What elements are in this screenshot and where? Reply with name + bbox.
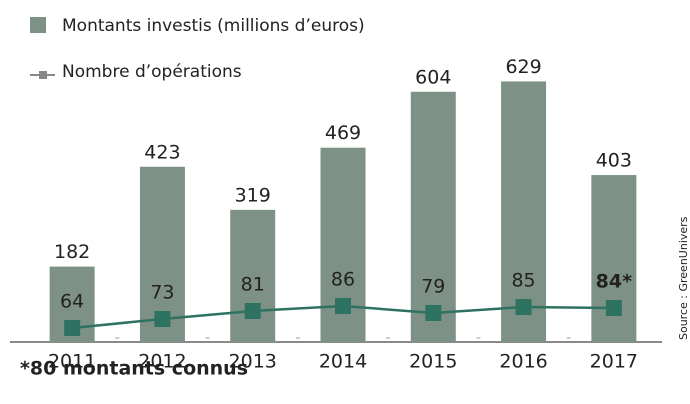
line-value-label: 86 bbox=[331, 269, 355, 291]
bar-value-label: 604 bbox=[415, 66, 451, 88]
line-marker bbox=[335, 298, 351, 314]
bar-value-label: 629 bbox=[505, 56, 541, 78]
legend-swatch-bar bbox=[30, 17, 46, 33]
line-marker bbox=[244, 303, 261, 319]
x-tick-label: 2011 bbox=[48, 351, 96, 373]
x-tick-label: 2013 bbox=[229, 351, 277, 373]
bar-value-label: 182 bbox=[54, 241, 90, 263]
line-value-label: 64 bbox=[60, 291, 84, 313]
line-marker bbox=[425, 305, 442, 321]
x-tick-label: 2012 bbox=[138, 351, 186, 373]
bar-value-label: 319 bbox=[235, 184, 271, 206]
line-value-label: 85 bbox=[511, 270, 535, 292]
bar-value-label: 403 bbox=[596, 150, 632, 172]
bar bbox=[230, 209, 276, 342]
line-value-label: 79 bbox=[421, 276, 445, 298]
line-marker bbox=[154, 311, 171, 327]
bar-value-label: 423 bbox=[144, 141, 180, 163]
x-tick-label: 2016 bbox=[499, 351, 547, 373]
line-value-label: 73 bbox=[150, 282, 174, 304]
legend-swatch-marker bbox=[39, 71, 47, 79]
bar bbox=[410, 91, 456, 343]
source: Source : GreenUnivers bbox=[677, 216, 690, 340]
legend-label: Montants investis (millions d’euros) bbox=[62, 16, 365, 36]
line-marker bbox=[64, 320, 81, 336]
bar bbox=[501, 81, 547, 343]
footnote: *80 montants connus bbox=[20, 358, 248, 380]
legend-label: Nombre d’opérations bbox=[62, 62, 242, 82]
bar bbox=[591, 175, 637, 342]
x-tick-label: 2014 bbox=[319, 351, 367, 373]
line-marker bbox=[515, 299, 532, 315]
x-tick-label: 2015 bbox=[409, 351, 457, 373]
line-marker bbox=[605, 300, 622, 316]
x-tick-label: 2017 bbox=[590, 351, 638, 373]
line-value-label: 84* bbox=[596, 271, 632, 293]
bar-value-label: 469 bbox=[325, 122, 361, 144]
line-value-label: 81 bbox=[241, 274, 265, 296]
